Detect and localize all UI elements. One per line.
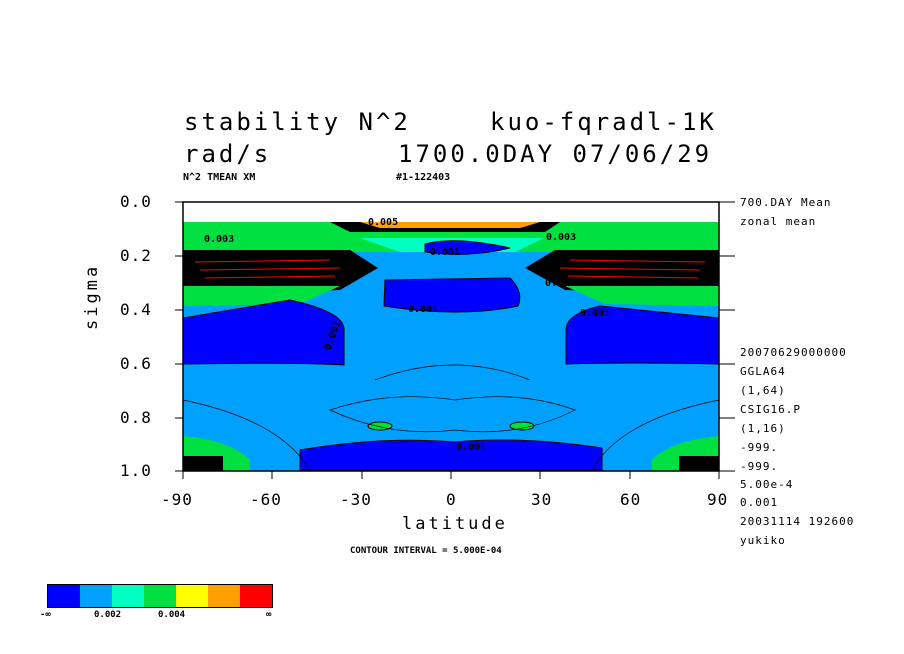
y-tick-label: 0.4: [120, 300, 152, 319]
x-tick-label: -30: [340, 490, 372, 509]
left-red-streaks: [194, 259, 341, 279]
blue-min-bottom: [299, 439, 603, 471]
colorbar-label: ∞: [266, 610, 272, 620]
contour-label: 0.001: [430, 247, 461, 258]
date-label: 1700.0DAY 07/06/29: [398, 140, 713, 168]
x-tick-label: -60: [250, 490, 282, 509]
small-green-right: [509, 421, 535, 431]
right-red-streaks: [559, 259, 706, 279]
x-tick-label: 30: [531, 490, 553, 509]
colorbar-swatch: [144, 585, 176, 607]
no-data-band: [184, 203, 718, 222]
colorbar-label: -∞: [40, 610, 51, 620]
side-info-1: 700.DAY Mean: [740, 196, 832, 209]
chart-title: stability N^2: [184, 108, 411, 136]
y-tick-label: 0.6: [120, 354, 152, 373]
top-orange-strip: [360, 222, 540, 228]
contour-label: 0.001: [580, 308, 611, 319]
side-info-4: GGLA64: [740, 365, 786, 378]
side-info-3: 20070629000000: [740, 346, 847, 359]
x-tick-label: -90: [161, 490, 193, 509]
side-info-2: zonal mean: [740, 215, 817, 228]
experiment-name: kuo-fqradl-1K: [490, 108, 717, 136]
blue-min-left: [182, 299, 345, 366]
colorbar: [47, 584, 273, 608]
y-tick-label: 0.8: [120, 408, 152, 427]
contour-lines: [182, 364, 720, 471]
x-tick-label: 0: [446, 490, 457, 509]
contour-interval-label: CONTOUR INTERVAL = 5.000E-04: [350, 546, 502, 556]
colorbar-swatch: [240, 585, 272, 607]
subtitle-right: #1-122403: [396, 172, 451, 183]
side-info-5: (1,64): [740, 384, 786, 397]
right-lower-green: [565, 286, 719, 306]
side-info-11: 0.001: [740, 496, 779, 509]
contour-label: 0.002: [545, 278, 576, 289]
y-tick-label: 1.0: [120, 461, 152, 480]
colorbar-label: 0.004: [158, 610, 186, 620]
x-axis-title: latitude: [402, 514, 508, 534]
side-info-8: -999.: [740, 441, 779, 454]
colorbar-swatch: [176, 585, 208, 607]
colorbar-swatch: [208, 585, 240, 607]
side-info-12: 20031114 192600: [740, 515, 855, 528]
x-tick-label: 60: [620, 490, 642, 509]
left-lower-green: [183, 286, 340, 306]
contour-label: 0.003: [546, 232, 577, 243]
side-info-7: (1,16): [740, 422, 786, 435]
side-info-9: -999.: [740, 460, 779, 473]
units-label: rad/s: [184, 140, 272, 168]
y-tick-label: 0.0: [120, 192, 152, 211]
bottom-right-dark: [679, 456, 719, 471]
bottom-left-dark: [183, 456, 223, 471]
colorbar-swatch: [80, 585, 112, 607]
side-info-10: 5.00e-4: [740, 478, 794, 491]
x-tick-label: 90: [707, 490, 729, 509]
side-info-6: CSIG16.P: [740, 403, 801, 416]
blue-min-right: [565, 305, 720, 365]
side-info-13: yukiko: [740, 534, 786, 547]
contour-label: 0.005: [368, 217, 399, 228]
contour-label: 0.001: [456, 442, 487, 453]
contour-label: 0.003: [204, 234, 235, 245]
blue-min-center: [383, 277, 521, 313]
colorbar-swatch: [112, 585, 144, 607]
contour-label: 0.001: [408, 304, 439, 315]
axis-ticks: [175, 201, 735, 479]
colorbar-label: 0.002: [94, 610, 122, 620]
subtitle-left: N^2 TMEAN XM: [183, 172, 256, 183]
y-tick-label: 0.2: [120, 246, 152, 265]
contour-label: 0.002: [315, 278, 346, 289]
blue-min-top: [424, 240, 511, 255]
colorbar-swatch: [48, 585, 80, 607]
